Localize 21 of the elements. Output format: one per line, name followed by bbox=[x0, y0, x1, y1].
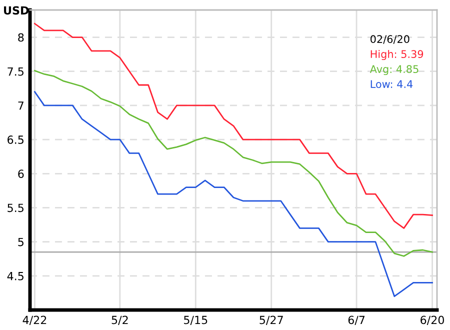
y-tick-label: 6.5 bbox=[8, 136, 24, 144]
y-tick-label: 8 bbox=[18, 33, 24, 42]
x-tick-label: 6/20 bbox=[420, 316, 444, 326]
x-tick-label: 6/7 bbox=[348, 316, 365, 326]
line-series bbox=[34, 91, 433, 298]
y-tick-label: 5 bbox=[18, 238, 24, 246]
annotation: Avg: 4.85 bbox=[370, 65, 418, 76]
annotation: High: 5.39 bbox=[370, 50, 424, 60]
y-tick-label: 7.5 bbox=[8, 67, 24, 76]
y-tick-label: 5.5 bbox=[8, 204, 24, 212]
x-tick-label: 5/2 bbox=[112, 316, 128, 326]
y-tick-label: 4.5 bbox=[7, 272, 24, 280]
annotation: Low: 4.4 bbox=[370, 80, 413, 88]
y-axis-title: USD bbox=[4, 6, 29, 15]
x-tick-label: 5/27 bbox=[260, 316, 283, 326]
x-tick-label: 5/15 bbox=[184, 316, 208, 326]
x-tick-label: 4/22 bbox=[22, 316, 46, 326]
line-series bbox=[34, 22, 433, 229]
annotation: 02/6/20 bbox=[370, 35, 410, 44]
y-tick-label: 7 bbox=[18, 102, 24, 110]
y-tick-label: 6 bbox=[18, 170, 24, 178]
